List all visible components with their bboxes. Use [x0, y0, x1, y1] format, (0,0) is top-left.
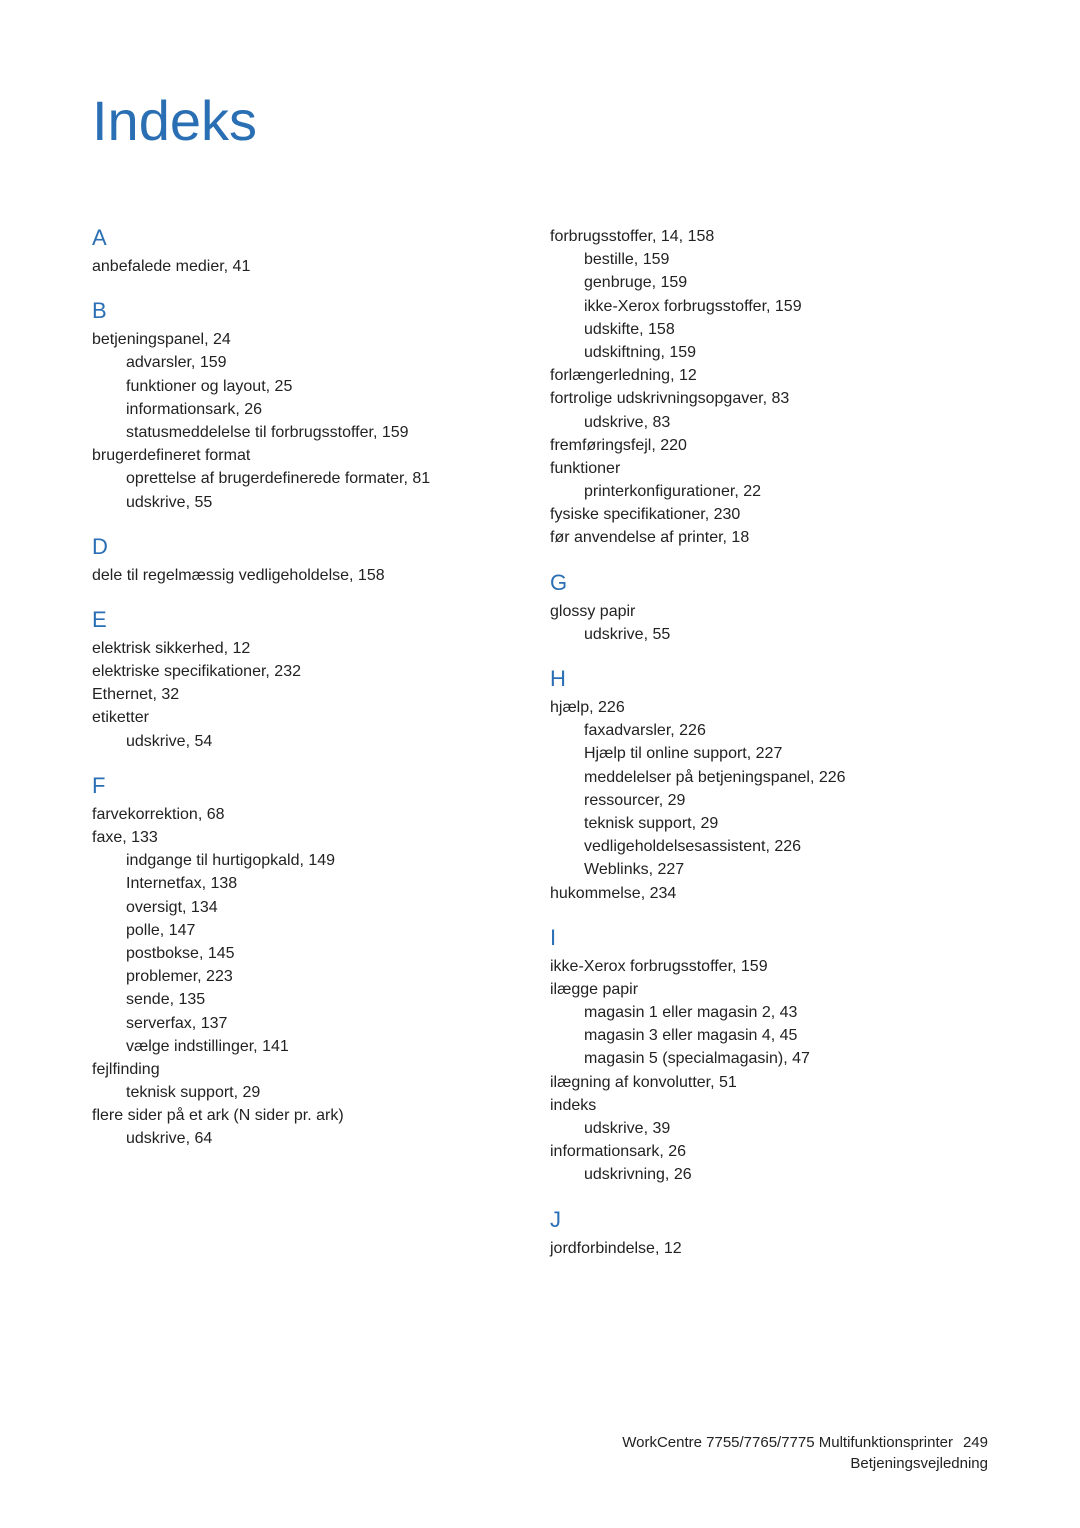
index-entry: hukommelse, 234 [550, 882, 988, 905]
index-entry: informationsark, 26 [126, 398, 530, 421]
left-column: Aanbefalede medier, 41 Bbetjeningspanel, … [92, 225, 530, 1260]
index-entry: udskifte, 158 [584, 318, 988, 341]
index-entry: farvekorrektion, 68 [92, 803, 530, 826]
index-entry: indeks [550, 1094, 988, 1117]
index-entry: udskrive, 83 [584, 411, 988, 434]
section-letter: D [92, 534, 530, 560]
section-letter: G [550, 570, 988, 596]
index-entry: vælge indstillinger, 141 [126, 1035, 530, 1058]
index-entry: udskiftning, 159 [584, 341, 988, 364]
index-entry: udskrivning, 26 [584, 1163, 988, 1186]
index-entry: Ethernet, 32 [92, 683, 530, 706]
index-entry: udskrive, 54 [126, 730, 530, 753]
index-entry: postbokse, 145 [126, 942, 530, 965]
index-entry: faxadvarsler, 226 [584, 719, 988, 742]
section-letter: J [550, 1207, 988, 1233]
index-entry: polle, 147 [126, 919, 530, 942]
index-entry: jordforbindelse, 12 [550, 1237, 988, 1260]
index-entry: udskrive, 39 [584, 1117, 988, 1140]
index-entry: brugerdefineret format [92, 444, 530, 467]
index-entry: ikke-Xerox forbrugsstoffer, 159 [584, 295, 988, 318]
index-entry: genbruge, 159 [584, 271, 988, 294]
index-entry: advarsler, 159 [126, 351, 530, 374]
section-letter: H [550, 666, 988, 692]
section-letter: A [92, 225, 530, 251]
page-number: 249 [963, 1434, 988, 1451]
index-entry: ressourcer, 29 [584, 789, 988, 812]
section-letter: F [92, 773, 530, 799]
index-entry: fortrolige udskrivningsopgaver, 83 [550, 387, 988, 410]
index-entry: betjeningspanel, 24 [92, 328, 530, 351]
index-entry: hjælp, 226 [550, 696, 988, 719]
index-entry: magasin 3 eller magasin 4, 45 [584, 1024, 988, 1047]
index-entry: magasin 5 (specialmagasin), 47 [584, 1047, 988, 1070]
index-entry: printerkonfigurationer, 22 [584, 480, 988, 503]
index-entry: Internetfax, 138 [126, 872, 530, 895]
section-letter: B [92, 298, 530, 324]
right-column: forbrugsstoffer, 14, 158bestille, 159gen… [550, 225, 988, 1260]
index-entry: etiketter [92, 706, 530, 729]
index-entry: elektrisk sikkerhed, 12 [92, 637, 530, 660]
index-entry: forbrugsstoffer, 14, 158 [550, 225, 988, 248]
index-entry: serverfax, 137 [126, 1012, 530, 1035]
index-entry: teknisk support, 29 [584, 812, 988, 835]
index-entry: før anvendelse af printer, 18 [550, 526, 988, 549]
index-entry: vedligeholdelsesassistent, 226 [584, 835, 988, 858]
section-letter: E [92, 607, 530, 633]
index-entry: flere sider på et ark (N sider pr. ark) [92, 1104, 530, 1127]
index-entry: teknisk support, 29 [126, 1081, 530, 1104]
footer: WorkCentre 7755/7765/7775 Multifunktions… [622, 1432, 988, 1474]
index-entry: udskrive, 55 [126, 491, 530, 514]
index-entry: oversigt, 134 [126, 896, 530, 919]
index-entry: anbefalede medier, 41 [92, 255, 530, 278]
index-entry: fejlfinding [92, 1058, 530, 1081]
index-entry: problemer, 223 [126, 965, 530, 988]
index-entry: dele til regelmæssig vedligeholdelse, 15… [92, 564, 530, 587]
index-entry: ikke-Xerox forbrugsstoffer, 159 [550, 955, 988, 978]
index-entry: faxe, 133 [92, 826, 530, 849]
index-entry: udskrive, 64 [126, 1127, 530, 1150]
index-entry: ilægge papir [550, 978, 988, 1001]
index-entry: ilægning af konvolutter, 51 [550, 1071, 988, 1094]
index-columns: Aanbefalede medier, 41 Bbetjeningspanel, … [92, 225, 988, 1260]
page-title: Indeks [92, 88, 988, 153]
index-entry: oprettelse af brugerdefinerede formater,… [126, 467, 530, 490]
index-entry: indgange til hurtigopkald, 149 [126, 849, 530, 872]
index-entry: fremføringsfejl, 220 [550, 434, 988, 457]
footer-product: WorkCentre 7755/7765/7775 Multifunktions… [622, 1434, 953, 1451]
index-entry: meddelelser på betjeningspanel, 226 [584, 766, 988, 789]
index-entry: magasin 1 eller magasin 2, 43 [584, 1001, 988, 1024]
footer-line2: Betjeningsvejledning [622, 1453, 988, 1474]
section-letter: I [550, 925, 988, 951]
index-entry: glossy papir [550, 600, 988, 623]
index-entry: fysiske specifikationer, 230 [550, 503, 988, 526]
index-entry: Hjælp til online support, 227 [584, 742, 988, 765]
index-entry: sende, 135 [126, 988, 530, 1011]
index-entry: forlængerledning, 12 [550, 364, 988, 387]
index-entry: Weblinks, 227 [584, 858, 988, 881]
index-entry: bestille, 159 [584, 248, 988, 271]
index-entry: informationsark, 26 [550, 1140, 988, 1163]
index-entry: udskrive, 55 [584, 623, 988, 646]
index-entry: funktioner og layout, 25 [126, 375, 530, 398]
index-entry: funktioner [550, 457, 988, 480]
footer-line1: WorkCentre 7755/7765/7775 Multifunktions… [622, 1432, 988, 1453]
index-entry: elektriske specifikationer, 232 [92, 660, 530, 683]
index-entry: statusmeddelelse til forbrugsstoffer, 15… [126, 421, 530, 444]
